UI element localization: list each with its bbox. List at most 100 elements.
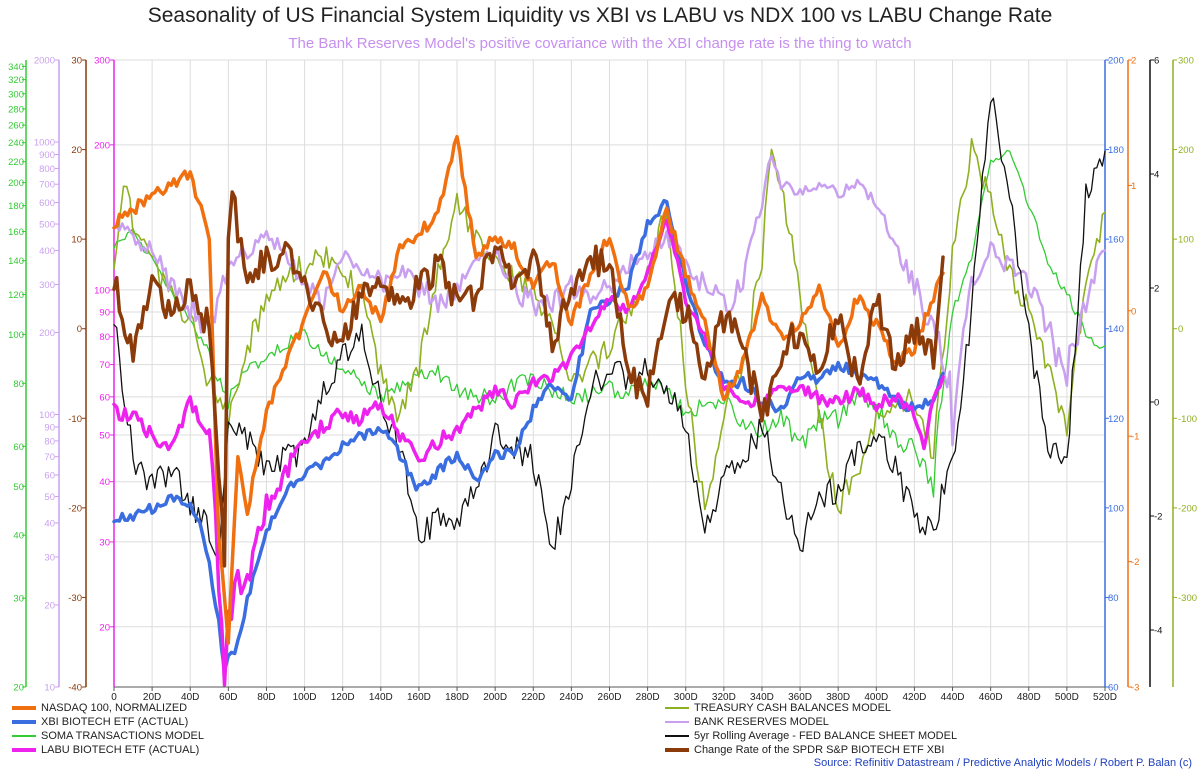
- x-tick-label: 280D: [636, 692, 660, 703]
- change_axis-tick-label: -40: [68, 683, 82, 694]
- fed_axis-tick-label: 2: [1154, 284, 1159, 295]
- legend-label-treasury: TREASURY CASH BALANCES MODEL: [694, 702, 892, 714]
- legend-swatch-nasdaq: [12, 706, 36, 710]
- legend-label-soma: SOMA TRANSACTIONS MODEL: [41, 730, 204, 742]
- nasdaq_axis-tick-label: 2: [1131, 56, 1136, 67]
- soma_axis-tick-label: 80: [13, 379, 24, 390]
- x-tick-label: 140D: [369, 692, 393, 703]
- labu_axis-tick-label: 40: [99, 477, 110, 488]
- x-tick-label: 160D: [407, 692, 431, 703]
- labu_axis-tick-label: 300: [94, 56, 110, 67]
- legend-left: NASDAQ 100, NORMALIZED XBI BIOTECH ETF (…: [12, 701, 204, 757]
- xbi_axis-tick-label: 140: [1108, 324, 1124, 335]
- reserves_axis-tick-label: 50: [44, 492, 55, 503]
- reserves_axis-tick-label: 10: [44, 683, 55, 694]
- x-tick-label: 460D: [979, 692, 1003, 703]
- reserves_axis-tick-label: 700: [39, 180, 55, 191]
- legend-label-xbi: XBI BIOTECH ETF (ACTUAL): [41, 716, 189, 728]
- series-line-nasdaq: [112, 134, 945, 645]
- soma_axis-tick-label: 20: [13, 683, 24, 694]
- fed_axis-tick-label: -4: [1154, 626, 1162, 637]
- soma_axis-tick-label: 340: [8, 62, 24, 73]
- legend-swatch-treasury: [665, 707, 689, 709]
- series-line-treasury: [113, 138, 1106, 515]
- reserves_axis-tick-label: 800: [39, 164, 55, 175]
- legend-label-fed: 5yr Rolling Average - FED BALANCE SHEET …: [694, 730, 958, 742]
- labu_axis-tick-label: 100: [94, 285, 110, 296]
- reserves_axis-tick-label: 2000: [34, 56, 55, 67]
- legend-item-reserves[interactable]: BANK RESERVES MODEL: [665, 715, 957, 729]
- soma_axis-tick-label: 100: [8, 330, 24, 341]
- x-tick-label: 40D: [181, 692, 199, 703]
- nasdaq_axis-tick-label: -1: [1131, 432, 1139, 443]
- legend-item-fed[interactable]: 5yr Rolling Average - FED BALANCE SHEET …: [665, 729, 957, 743]
- x-tick-label: 480D: [1017, 692, 1041, 703]
- soma_axis-tick-label: 120: [8, 290, 24, 301]
- series-layer: [112, 97, 1107, 687]
- xbi_axis-tick-label: 200: [1108, 56, 1124, 67]
- legend-label-reserves: BANK RESERVES MODEL: [694, 716, 829, 728]
- x-tick-label: 60D: [219, 692, 237, 703]
- reserves_axis-tick-label: 20: [44, 600, 55, 611]
- reserves_axis-tick-label: 90: [44, 422, 55, 433]
- treasury_axis-tick-label: 300: [1178, 56, 1194, 67]
- legend-label-change: Change Rate of the SPDR S&P BIOTECH ETF …: [694, 744, 945, 756]
- labu_axis-tick-label: 50: [99, 431, 110, 442]
- x-tick-label: 380D: [826, 692, 850, 703]
- x-tick-label: 360D: [788, 692, 812, 703]
- change_axis-tick-label: 10: [71, 235, 82, 246]
- reserves_axis-tick-label: 600: [39, 198, 55, 209]
- nasdaq_axis-tick-label: 0: [1131, 306, 1136, 317]
- labu_axis-tick-label: 20: [99, 622, 110, 633]
- reserves_axis-tick-label: 60: [44, 470, 55, 481]
- x-tick-label: 220D: [521, 692, 545, 703]
- legend-item-treasury[interactable]: TREASURY CASH BALANCES MODEL: [665, 701, 957, 715]
- legend-swatch-reserves: [665, 721, 689, 723]
- xbi_axis-tick-label: 100: [1108, 503, 1124, 514]
- legend-item-soma[interactable]: SOMA TRANSACTIONS MODEL: [12, 729, 204, 743]
- change_axis-tick-label: 30: [71, 56, 82, 67]
- soma_axis-tick-label: 50: [13, 482, 24, 493]
- chart-subtitle: The Bank Reserves Model's positive covar…: [288, 35, 912, 52]
- reserves_axis-tick-label: 400: [39, 246, 55, 257]
- xbi_axis-tick-label: 160: [1108, 235, 1124, 246]
- nasdaq_axis-tick-label: -2: [1131, 557, 1139, 568]
- x-tick-label: 300D: [674, 692, 698, 703]
- x-tick-label: 0: [111, 692, 117, 703]
- x-tick-label: 240D: [559, 692, 583, 703]
- reserves_axis-tick-label: 100: [39, 410, 55, 421]
- labu_axis-tick-label: 90: [99, 307, 110, 318]
- soma_axis-tick-label: 240: [8, 138, 24, 149]
- treasury_axis-tick-label: -200: [1178, 503, 1197, 514]
- reserves_axis-tick-label: 70: [44, 452, 55, 463]
- x-tick-label: 260D: [598, 692, 622, 703]
- reserves_axis-tick-label: 200: [39, 328, 55, 339]
- legend-swatch-xbi: [12, 720, 36, 724]
- legend-item-nasdaq[interactable]: NASDAQ 100, NORMALIZED: [12, 701, 204, 715]
- legend-item-change[interactable]: Change Rate of the SPDR S&P BIOTECH ETF …: [665, 743, 957, 757]
- xbi_axis-tick-label: 120: [1108, 414, 1124, 425]
- labu_axis-tick-label: 60: [99, 392, 110, 403]
- fed_axis-tick-label: 4: [1154, 170, 1159, 181]
- treasury_axis-tick-label: -100: [1178, 414, 1197, 425]
- series-line-labu: [112, 218, 945, 687]
- soma_axis-tick-label: 60: [13, 442, 24, 453]
- xbi_axis-tick-label: 60: [1108, 683, 1119, 694]
- x-tick-label: 20D: [143, 692, 161, 703]
- reserves_axis-tick-label: 900: [39, 150, 55, 161]
- reserves_axis-tick-label: 500: [39, 220, 55, 231]
- series-line-xbi: [112, 198, 945, 673]
- reserves_axis-tick-label: 1000: [34, 138, 55, 149]
- grid-layer: [113, 59, 1106, 687]
- nasdaq_axis-tick-label: -3: [1131, 683, 1139, 694]
- treasury_axis-tick-label: 200: [1178, 145, 1194, 156]
- x-tick-label: 180D: [445, 692, 469, 703]
- x-tick-label: 440D: [941, 692, 965, 703]
- x-tick-label: 420D: [902, 692, 926, 703]
- series-line-soma: [113, 149, 1106, 498]
- legend-item-xbi[interactable]: XBI BIOTECH ETF (ACTUAL): [12, 715, 204, 729]
- x-tick-label: 520D: [1093, 692, 1117, 703]
- legend-item-labu[interactable]: LABU BIOTECH ETF (ACTUAL): [12, 743, 204, 757]
- fed_axis-tick-label: -2: [1154, 512, 1162, 523]
